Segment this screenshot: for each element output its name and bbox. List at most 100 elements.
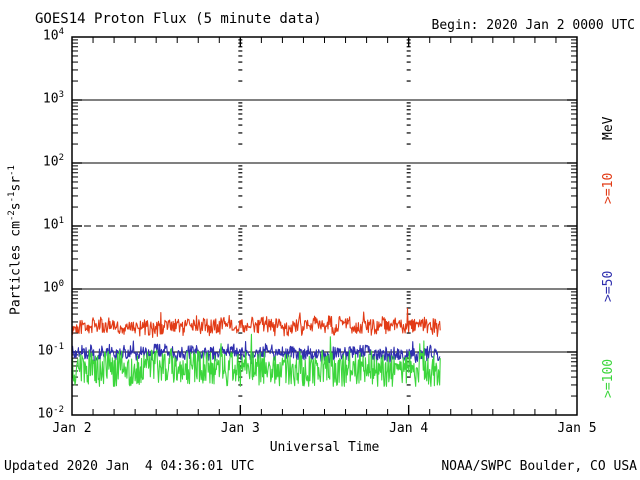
v-gridline-dash bbox=[406, 187, 411, 189]
legend-label-ge100: >=100 bbox=[601, 358, 616, 398]
x-tick-label: Jan 2 bbox=[52, 421, 92, 436]
begin-time-label: Begin: 2020 Jan 2 0000 UTC bbox=[431, 18, 636, 33]
v-gridline-dash bbox=[238, 298, 243, 300]
v-gridline-dash bbox=[238, 143, 243, 145]
y-tick-label: 10-2 bbox=[37, 405, 65, 422]
y-tick-label: 103 bbox=[42, 90, 64, 107]
v-gridline-dash bbox=[238, 313, 243, 315]
y-tick-label: 104 bbox=[42, 27, 64, 44]
v-gridline-dash bbox=[406, 384, 411, 386]
y-axis-label: Particles cm-2s-1sr-1 bbox=[7, 165, 24, 315]
v-gridline-dash bbox=[406, 332, 411, 334]
v-gridline-dash bbox=[238, 302, 243, 304]
x-tick-label: Jan 5 bbox=[557, 421, 597, 436]
v-gridline-dash bbox=[238, 39, 243, 41]
y-tick-label: 100 bbox=[42, 279, 64, 296]
v-gridline-dash bbox=[238, 206, 243, 208]
v-gridline-dash bbox=[238, 50, 243, 52]
v-gridline-dash bbox=[238, 187, 243, 189]
v-gridline-dash bbox=[406, 69, 411, 71]
legend-label-ge10: >=10 bbox=[601, 172, 616, 204]
v-gridline-dash bbox=[406, 302, 411, 304]
v-gridline-dash bbox=[238, 69, 243, 71]
v-gridline-dash bbox=[406, 55, 411, 57]
v-gridline-dash bbox=[238, 80, 243, 82]
v-gridline-dash bbox=[406, 176, 411, 178]
v-gridline-dash bbox=[406, 113, 411, 115]
v-gridline-dash bbox=[238, 42, 243, 44]
v-gridline-dash bbox=[238, 118, 243, 120]
series-line-50 bbox=[71, 340, 441, 365]
v-gridline-dash bbox=[406, 42, 411, 44]
v-gridline-dash bbox=[406, 239, 411, 241]
x-axis-label: Universal Time bbox=[269, 440, 380, 455]
right-axis-unit-label: MeV bbox=[601, 116, 616, 140]
v-gridline-dash bbox=[238, 102, 243, 104]
v-gridline-dash bbox=[406, 105, 411, 107]
v-gridline-dash bbox=[238, 258, 243, 260]
v-gridline-dash bbox=[238, 235, 243, 237]
y-tick-label: 101 bbox=[42, 216, 64, 233]
v-gridline-dash bbox=[406, 231, 411, 233]
v-gridline-dash bbox=[406, 102, 411, 104]
v-gridline-dash bbox=[406, 165, 411, 167]
v-gridline-dash bbox=[406, 395, 411, 397]
v-gridline-dash bbox=[238, 231, 243, 233]
v-gridline-dash bbox=[238, 181, 243, 183]
v-gridline-dash bbox=[406, 235, 411, 237]
plot-frame bbox=[71, 36, 578, 416]
v-gridline-dash bbox=[406, 50, 411, 52]
v-gridline-dash bbox=[406, 143, 411, 145]
v-gridline-dash bbox=[406, 39, 411, 41]
v-gridline-dash bbox=[238, 195, 243, 197]
v-gridline-dash bbox=[406, 80, 411, 82]
v-gridline-dash bbox=[238, 109, 243, 111]
v-gridline-dash bbox=[406, 376, 411, 378]
y-tick-label: 10-1 bbox=[37, 342, 65, 359]
v-gridline-dash bbox=[406, 250, 411, 252]
chart-title: GOES14 Proton Flux (5 minute data) bbox=[35, 11, 322, 27]
v-gridline-dash bbox=[238, 132, 243, 134]
v-gridline-dash bbox=[406, 313, 411, 315]
v-gridline-dash bbox=[406, 124, 411, 126]
v-gridline-dash bbox=[406, 172, 411, 174]
x-tick-label: Jan 4 bbox=[389, 421, 429, 436]
v-gridline-dash bbox=[406, 118, 411, 120]
source-attribution: NOAA/SWPC Boulder, CO USA bbox=[441, 459, 637, 474]
v-gridline-dash bbox=[238, 46, 243, 48]
v-gridline-dash bbox=[238, 332, 243, 334]
v-gridline-dash bbox=[238, 176, 243, 178]
v-gridline-dash bbox=[238, 105, 243, 107]
v-gridline-dash bbox=[238, 269, 243, 271]
v-gridline-dash bbox=[406, 228, 411, 230]
v-gridline-dash bbox=[238, 291, 243, 293]
v-gridline-dash bbox=[238, 61, 243, 63]
v-gridline-dash bbox=[406, 168, 411, 170]
v-gridline-dash bbox=[406, 307, 411, 309]
v-gridline-dash bbox=[238, 165, 243, 167]
v-gridline-dash bbox=[406, 181, 411, 183]
v-gridline-dash bbox=[406, 206, 411, 208]
v-gridline-dash bbox=[238, 244, 243, 246]
v-gridline-dash bbox=[406, 298, 411, 300]
v-gridline-dash bbox=[406, 294, 411, 296]
v-gridline-dash bbox=[406, 258, 411, 260]
v-gridline-dash bbox=[238, 294, 243, 296]
series-line-10 bbox=[71, 307, 441, 338]
v-gridline-dash bbox=[238, 395, 243, 397]
v-gridline-dash bbox=[406, 291, 411, 293]
v-gridline-dash bbox=[406, 269, 411, 271]
y-tick-label: 102 bbox=[42, 153, 64, 170]
v-gridline-dash bbox=[238, 307, 243, 309]
v-gridline-dash bbox=[238, 168, 243, 170]
v-gridline-dash bbox=[406, 109, 411, 111]
v-gridline-dash bbox=[238, 124, 243, 126]
v-gridline-dash bbox=[406, 46, 411, 48]
v-gridline-dash bbox=[406, 132, 411, 134]
v-gridline-dash bbox=[238, 239, 243, 241]
updated-timestamp: Updated 2020 Jan 4 04:36:01 UTC bbox=[4, 459, 255, 474]
v-gridline-dash bbox=[238, 228, 243, 230]
v-gridline-dash bbox=[238, 172, 243, 174]
